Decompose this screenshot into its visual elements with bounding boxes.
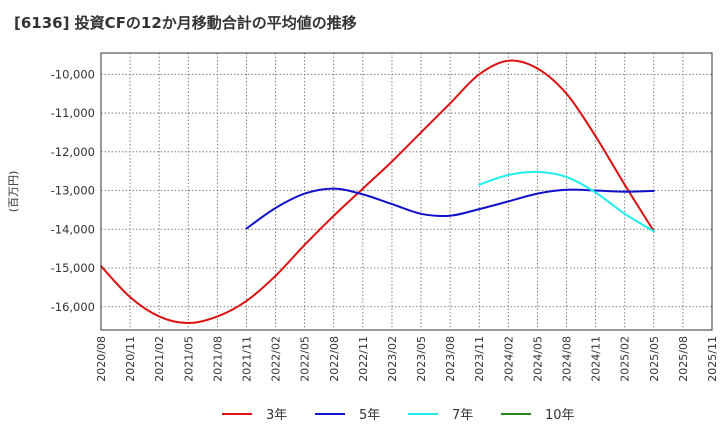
y-tick-label: -12,000 xyxy=(51,145,95,159)
x-tick-label: 2025/11 xyxy=(706,336,719,382)
x-tick-label: 2025/08 xyxy=(677,336,690,382)
x-tick-label: 2021/11 xyxy=(240,336,253,382)
x-tick-label: 2024/08 xyxy=(561,336,574,382)
x-tick-label: 2021/05 xyxy=(182,336,195,382)
x-tick-label: 2023/08 xyxy=(444,336,457,382)
legend-label-1: 3年 xyxy=(266,408,287,423)
plot-border xyxy=(100,52,713,331)
series-line-3 xyxy=(478,170,655,233)
y-tick-label: -15,000 xyxy=(51,261,95,275)
x-tick-label: 2023/11 xyxy=(473,336,486,382)
x-tick-label: 2022/02 xyxy=(270,336,283,382)
y-tick-label: -13,000 xyxy=(51,184,95,198)
y-axis-label: (百万円) xyxy=(7,171,20,213)
x-tick-label: 2022/05 xyxy=(299,336,312,382)
x-tick-label: 2025/02 xyxy=(619,336,632,382)
series-line-2 xyxy=(245,187,655,230)
x-tick-label: 2024/02 xyxy=(502,336,515,382)
y-tick-label: -10,000 xyxy=(51,67,95,81)
x-tick-label: 2024/11 xyxy=(590,336,603,382)
x-tick-label: 2022/08 xyxy=(328,336,341,382)
x-tick-label: 2023/05 xyxy=(415,336,428,382)
series-line-1 xyxy=(100,59,655,324)
x-tick-label: 2024/05 xyxy=(531,336,544,382)
y-tick-label: -11,000 xyxy=(51,106,95,120)
chart-title: [6136] 投資CFの12か月移動合計の平均値の推移 xyxy=(14,14,357,32)
y-tick-label: -14,000 xyxy=(51,222,95,236)
x-tick-label: 2021/08 xyxy=(211,336,224,382)
legend-label-4: 10年 xyxy=(545,408,575,423)
x-tick-label: 2022/11 xyxy=(357,336,370,382)
x-tick-label: 2021/02 xyxy=(153,336,166,382)
legend-label-3: 7年 xyxy=(452,408,473,423)
x-tick-label: 2023/02 xyxy=(386,336,399,382)
x-tick-label: 2020/11 xyxy=(124,336,137,382)
legend-label-2: 5年 xyxy=(359,408,380,423)
x-tick-label: 2025/05 xyxy=(648,336,661,382)
y-tick-label: -16,000 xyxy=(51,300,95,314)
x-tick-label: 2020/08 xyxy=(95,336,108,382)
